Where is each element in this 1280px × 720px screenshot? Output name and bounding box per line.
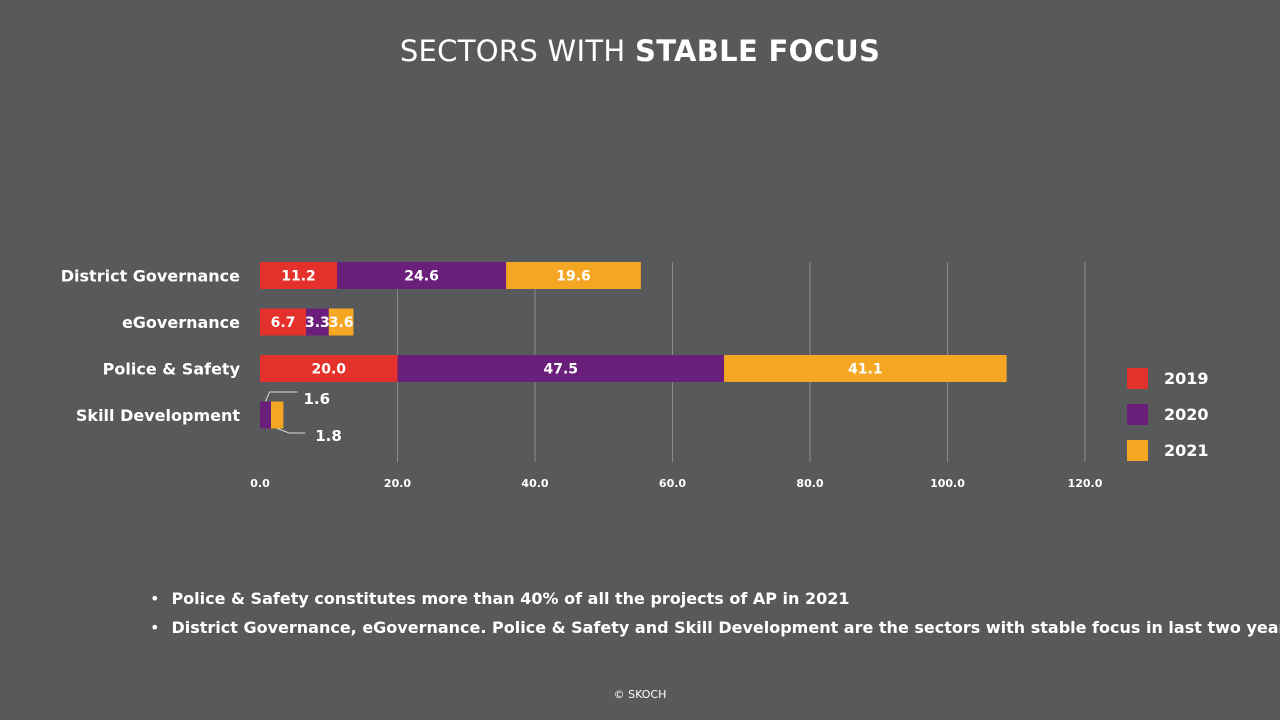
bar-segment xyxy=(271,401,284,429)
legend-swatch xyxy=(1127,440,1148,461)
title-bold: STABLE FOCUS xyxy=(635,34,881,68)
bar-segment xyxy=(724,355,1007,382)
note-2: District Governance, eGovernance. Police… xyxy=(150,618,1280,637)
x-tick-label: 100.0 xyxy=(930,477,965,490)
category-label: eGovernance xyxy=(122,313,240,332)
data-label: 1.6 xyxy=(304,390,331,408)
data-label: 3.6 xyxy=(329,315,354,331)
legend-label: 2020 xyxy=(1164,405,1209,424)
x-tick-label: 80.0 xyxy=(796,477,823,490)
x-tick-label: 0.0 xyxy=(250,477,270,490)
x-tick-label: 40.0 xyxy=(521,477,548,490)
callout-leader xyxy=(265,391,298,402)
copyright: © SKOCH xyxy=(613,688,667,701)
note-1: Police & Safety constitutes more than 40… xyxy=(150,589,1280,608)
data-label: 6.7 xyxy=(271,315,296,331)
category-label: Skill Development xyxy=(76,406,240,425)
callout-leader xyxy=(277,428,306,434)
data-label: 47.5 xyxy=(544,362,579,378)
bar-segment xyxy=(260,262,337,289)
data-label: 3.3 xyxy=(305,315,330,331)
x-tick-label: 20.0 xyxy=(384,477,411,490)
bar-segment xyxy=(328,308,354,336)
data-label: 24.6 xyxy=(404,269,439,285)
data-label: 1.8 xyxy=(315,427,342,445)
notes-list: Police & Safety constitutes more than 40… xyxy=(150,589,1280,647)
chart-title: SECTORS WITH STABLE FOCUS xyxy=(0,34,1280,68)
legend-swatch xyxy=(1127,368,1148,389)
category-label: Police & Safety xyxy=(103,360,241,379)
bar-segment xyxy=(260,355,398,382)
legend-swatch xyxy=(1127,404,1148,425)
bar-segment xyxy=(506,262,641,289)
data-label: 11.2 xyxy=(281,269,316,285)
legend-label: 2019 xyxy=(1164,369,1209,388)
bar-segment xyxy=(260,401,271,429)
x-tick-label: 120.0 xyxy=(1068,477,1103,490)
bar-segment xyxy=(260,308,307,336)
legend-label: 2021 xyxy=(1164,441,1209,460)
bar-segment xyxy=(306,308,329,336)
bar-segment xyxy=(397,355,725,382)
category-label: District Governance xyxy=(61,267,240,286)
title-light: SECTORS WITH xyxy=(399,34,636,68)
data-label: 19.6 xyxy=(556,269,591,285)
data-label: 20.0 xyxy=(311,362,346,378)
bar-segment xyxy=(337,262,507,289)
x-tick-label: 60.0 xyxy=(659,477,686,490)
data-label: 41.1 xyxy=(848,362,883,378)
